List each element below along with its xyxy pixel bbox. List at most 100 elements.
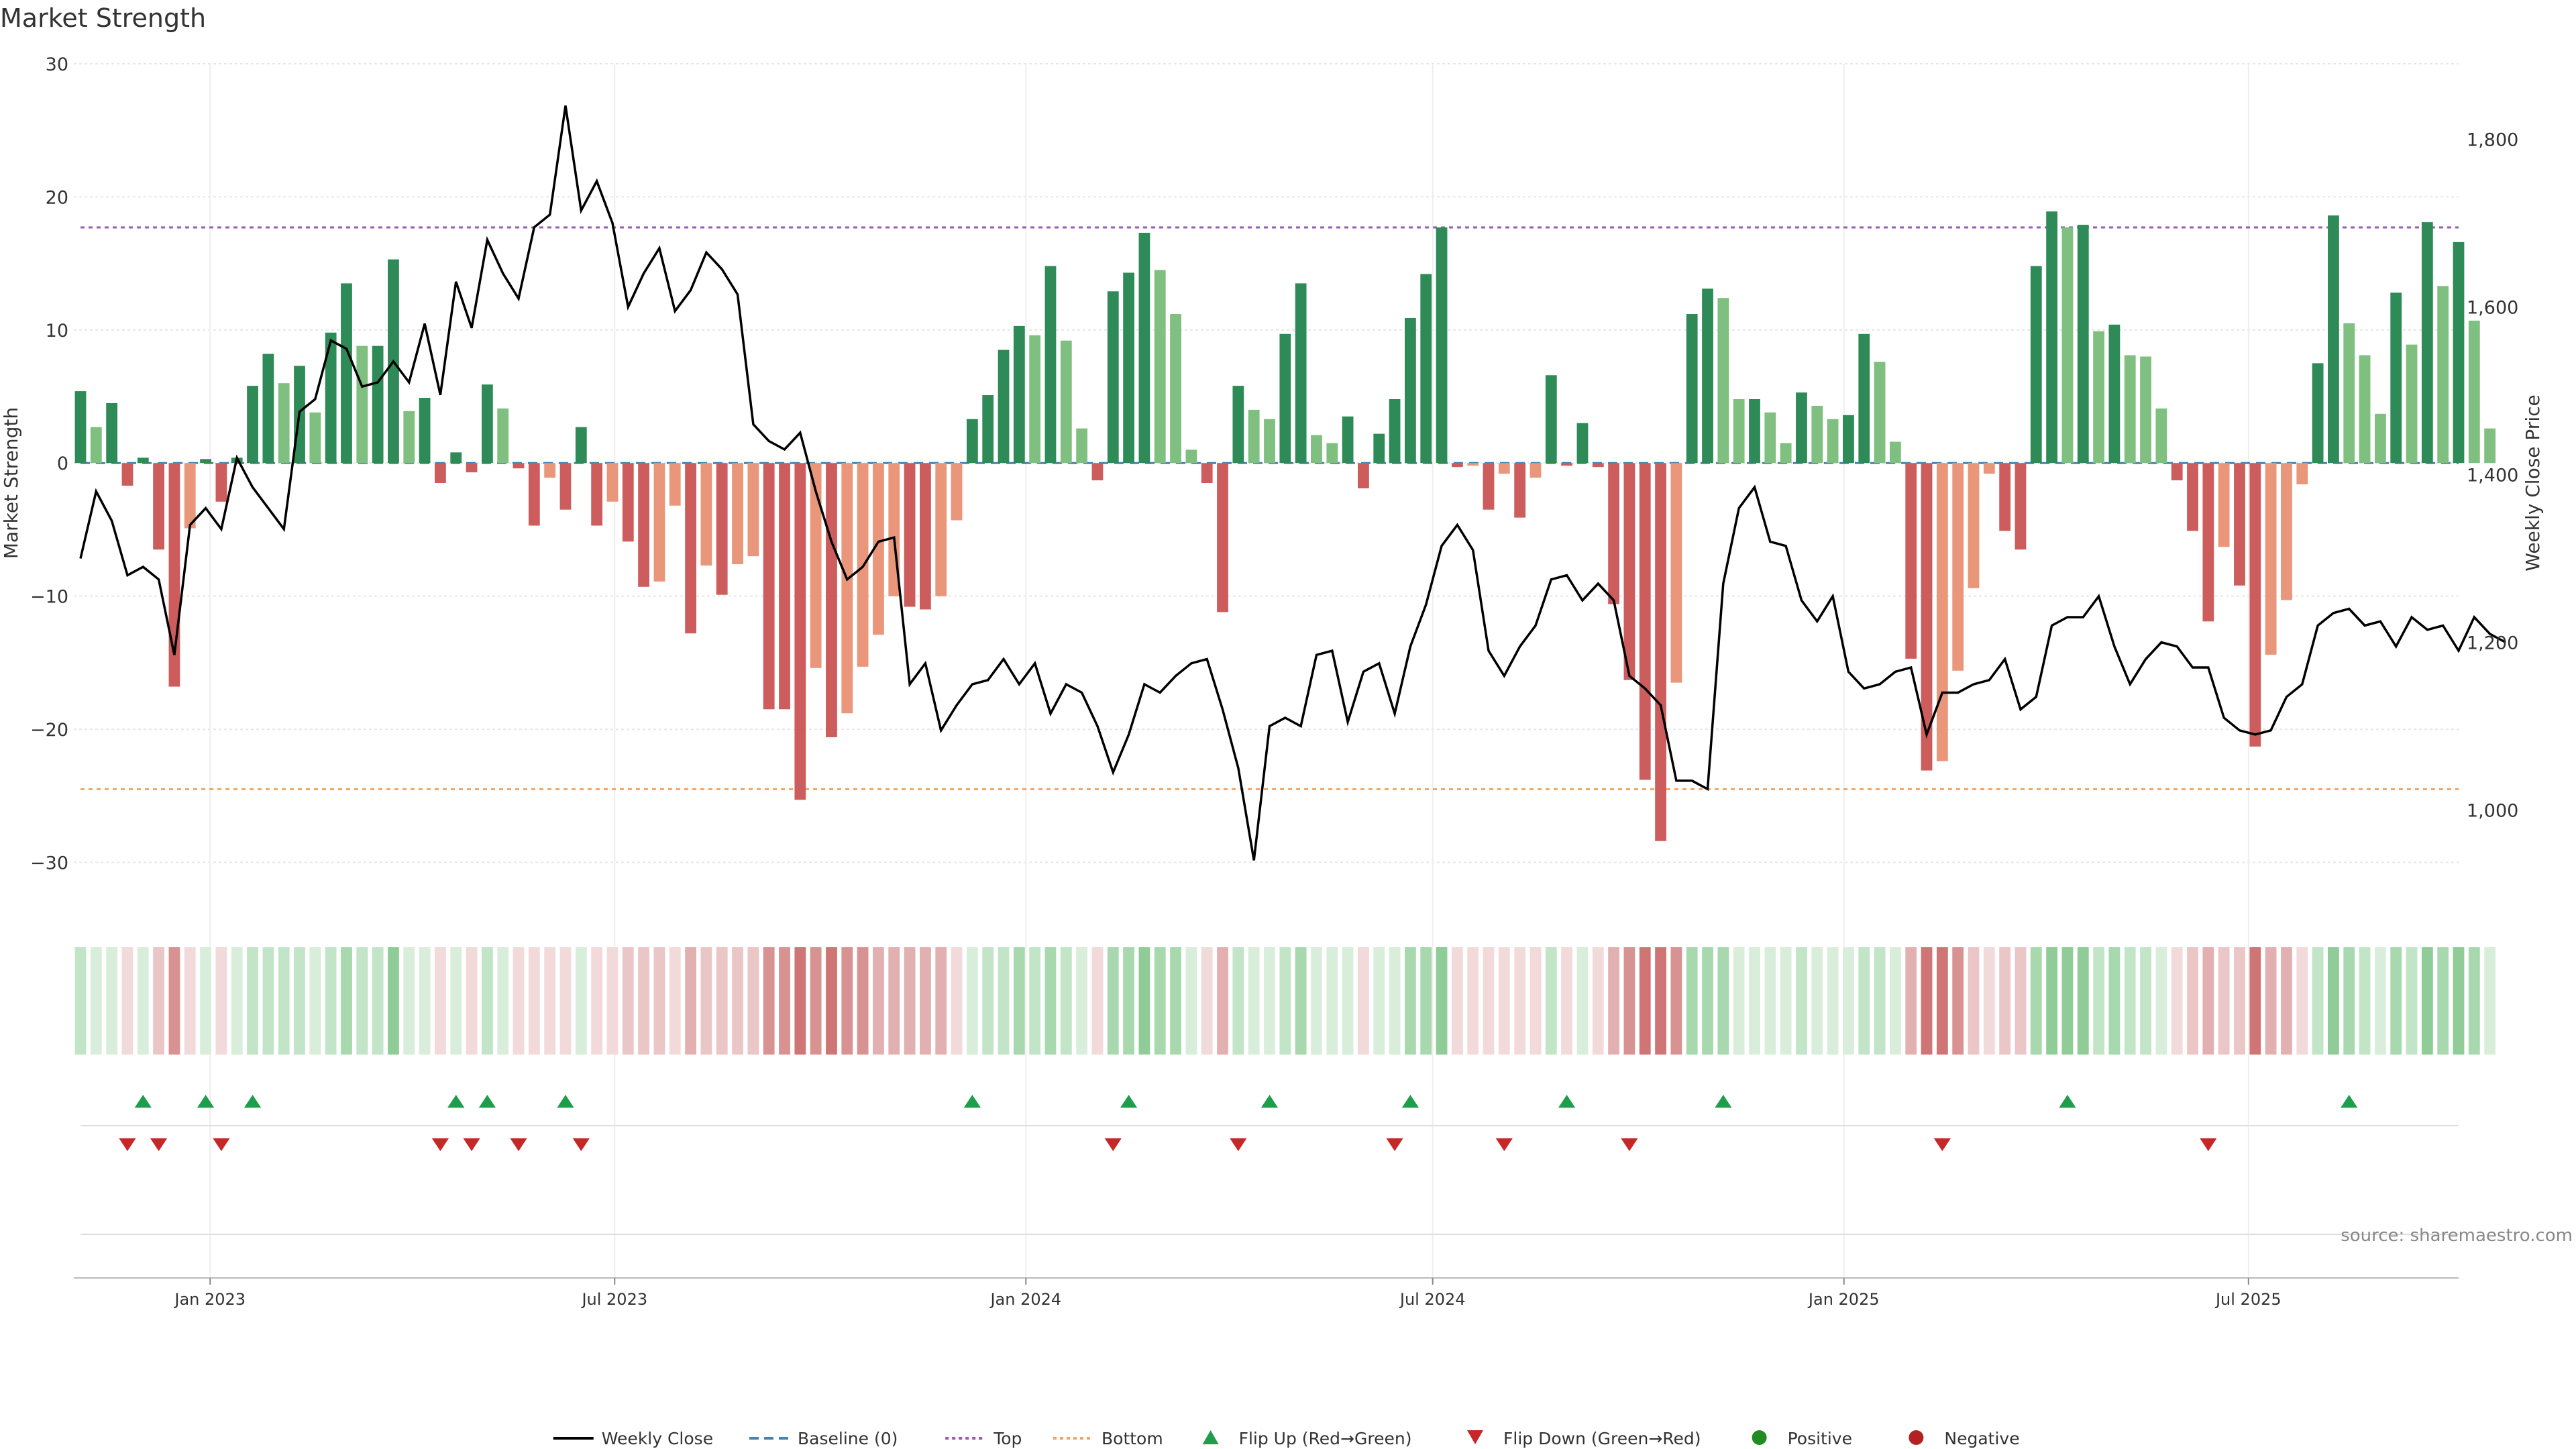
strength-bar <box>1952 463 1964 671</box>
strength-bar <box>1968 463 1980 588</box>
flip-up-marker <box>1558 1095 1576 1108</box>
flip-down-marker <box>431 1138 449 1151</box>
strength-bar <box>1201 463 1213 483</box>
heat-cell <box>1076 947 1088 1055</box>
strength-bar <box>622 463 634 542</box>
y-tick-label: 20 <box>46 187 68 208</box>
flip-up-marker <box>557 1095 574 1108</box>
source-annotation: source: sharemaestro.com <box>2341 1226 2573 1246</box>
flip-down-marker <box>1621 1138 1638 1151</box>
strength-bar <box>2484 428 2496 464</box>
heat-cell <box>935 947 947 1055</box>
heat-cell <box>2406 947 2418 1055</box>
heat-cell <box>1013 947 1025 1055</box>
y-tick-label: −10 <box>30 587 68 608</box>
strength-bar <box>450 452 462 464</box>
strength-bar <box>2061 227 2074 464</box>
strength-bar <box>1232 386 1244 464</box>
strength-bar <box>419 398 431 464</box>
heat-cell <box>732 947 743 1055</box>
heat-cell <box>2108 947 2121 1055</box>
strength-bar <box>341 283 352 464</box>
strength-bar <box>2281 463 2292 600</box>
x-tick-label: Jan 2023 <box>173 1290 246 1309</box>
heat-cell <box>2421 947 2433 1055</box>
heat-cell <box>544 947 556 1055</box>
x-tick-label: Jan 2025 <box>1807 1290 1880 1309</box>
flip-down-marker <box>463 1138 480 1151</box>
heat-cell <box>2046 947 2058 1055</box>
strength-bar <box>2046 211 2058 464</box>
strength-bar <box>2453 241 2465 464</box>
heat-cell <box>1749 947 1760 1055</box>
strength-bar <box>1138 232 1150 464</box>
strength-bar <box>2077 225 2089 464</box>
legend-label: Weekly Close <box>602 1429 713 1448</box>
heat-cell <box>1811 947 1823 1055</box>
strength-bar <box>1529 463 1542 478</box>
flip-up-marker <box>134 1095 152 1108</box>
strength-bar <box>841 463 853 714</box>
strength-bar <box>184 463 196 529</box>
strength-bar <box>262 354 274 464</box>
heat-cell <box>1138 947 1150 1055</box>
strength-heat-strip <box>74 947 2496 1055</box>
strength-bar <box>1405 317 1416 464</box>
heat-cell <box>763 947 775 1055</box>
heat-cell <box>513 947 525 1055</box>
heat-cell <box>153 947 165 1055</box>
heat-cell <box>481 947 493 1055</box>
heat-cell <box>2093 947 2104 1055</box>
heat-cell <box>2343 947 2355 1055</box>
strength-bar <box>1279 333 1291 464</box>
flip-up-marker <box>478 1095 496 1108</box>
flip-up-marker <box>2341 1095 2358 1108</box>
heat-cell <box>1311 947 1322 1055</box>
strength-bar <box>1623 463 1635 680</box>
strength-bar <box>2296 463 2308 484</box>
strength-bar <box>1655 463 1666 841</box>
strength-bar <box>904 463 916 607</box>
strength-bar <box>653 463 665 582</box>
strength-bar <box>763 463 775 710</box>
heat-cell <box>747 947 759 1055</box>
strength-bar <box>700 463 712 566</box>
strength-bar <box>356 345 368 464</box>
right-y-axis: 1,000 1,200 1,400 1,600 1,800 <box>2467 130 2518 822</box>
heat-cell <box>2015 947 2027 1055</box>
strength-bar <box>2421 222 2433 464</box>
heat-cell <box>1029 947 1041 1055</box>
strength-bar <box>435 463 446 483</box>
strength-bar <box>2437 286 2449 464</box>
strength-bar <box>1060 340 1072 464</box>
strength-bar <box>1858 333 1870 464</box>
y-axis-label: Market Strength <box>0 407 22 559</box>
heat-cell <box>1952 947 1964 1055</box>
heat-cell <box>2124 947 2136 1055</box>
heat-cell <box>1968 947 1980 1055</box>
heat-cell <box>1717 947 1729 1055</box>
heat-cell <box>121 947 133 1055</box>
heat-cell <box>137 947 149 1055</box>
heat-cell <box>388 947 399 1055</box>
strength-bar <box>2343 323 2355 464</box>
strength-bar <box>2359 355 2371 464</box>
strength-bar <box>1091 463 1104 481</box>
flip-up-marker <box>1120 1095 1138 1108</box>
legend-label: Negative <box>1944 1429 2019 1448</box>
heat-cell <box>716 947 728 1055</box>
x-tick-label: Jan 2024 <box>989 1290 1061 1309</box>
legend-label: Top <box>993 1429 1022 1448</box>
strength-bar <box>1498 463 1510 474</box>
strength-bar <box>1436 227 1448 464</box>
strength-bar <box>1467 463 1479 466</box>
heat-cell <box>1514 947 1526 1055</box>
strength-bar <box>1733 399 1745 464</box>
flip-up-marker <box>1260 1095 1279 1108</box>
left-y-axis: 30 20 10 0 −10 −20 −30 <box>30 54 68 873</box>
heat-cell <box>1874 947 1886 1055</box>
strength-bar <box>1921 463 1933 771</box>
strength-bar <box>2171 463 2183 481</box>
heat-cell <box>90 947 102 1055</box>
strength-bar <box>1076 428 1088 464</box>
